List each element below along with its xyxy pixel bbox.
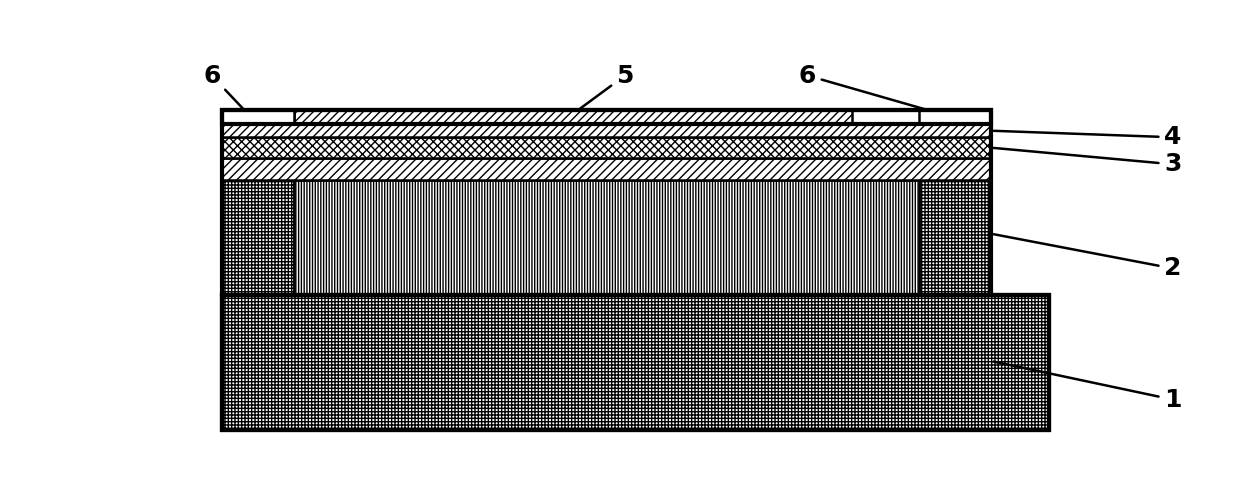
Bar (222, 110, 991, 296)
Bar (919, 180, 991, 296)
Bar (919, 110, 991, 124)
Bar (222, 180, 294, 296)
Text: 4: 4 (993, 125, 1182, 149)
Text: 3: 3 (993, 148, 1182, 176)
Text: 6: 6 (203, 64, 249, 115)
Bar (294, 180, 919, 296)
Text: 1: 1 (993, 362, 1182, 412)
Bar (222, 296, 1049, 430)
Text: 2: 2 (993, 234, 1182, 281)
Bar (294, 110, 852, 124)
Bar (222, 137, 991, 158)
Bar (222, 124, 991, 137)
Bar (222, 110, 991, 124)
Bar (222, 110, 294, 124)
Text: 5: 5 (580, 64, 634, 109)
Bar (222, 158, 991, 180)
Bar (222, 296, 1049, 430)
Text: 6: 6 (799, 64, 950, 116)
